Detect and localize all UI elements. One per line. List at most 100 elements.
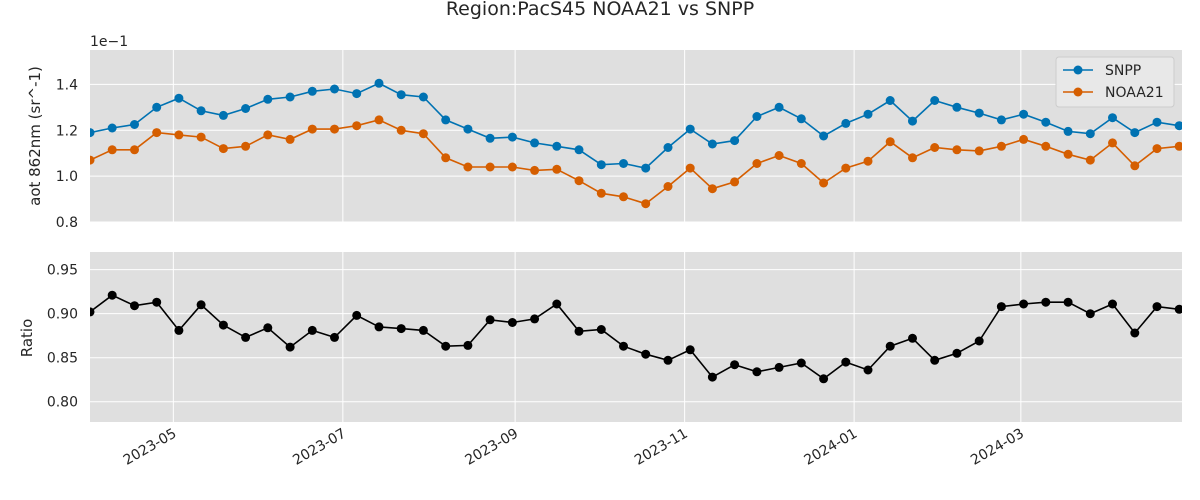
data-point [1152,302,1162,312]
data-point [1085,129,1095,139]
data-point [152,102,162,112]
data-point [396,90,406,100]
data-point [752,112,762,121]
data-point [374,115,384,125]
data-point [707,372,717,382]
data-point [1063,297,1073,307]
data-point [996,141,1006,151]
data-point [1041,141,1051,151]
data-point [574,145,584,155]
data-point [418,129,428,139]
top-plot-area [90,50,1182,222]
data-point [819,178,829,188]
data-point [263,130,273,140]
data-point [796,159,806,168]
data-point [552,164,562,174]
x-tick-label: 2023-07 [290,426,349,469]
y-tick-label: 0.95 [47,263,78,279]
data-point [707,139,717,149]
data-point [730,136,740,146]
chart-title: Region:PacS45 NOAA21 vs SNPP [446,0,754,20]
legend-label-noaa21: NOAA21 [1105,85,1164,101]
data-point [107,290,117,300]
data-point [752,159,762,168]
data-point [796,358,806,368]
data-point [107,123,117,133]
data-point [196,300,206,310]
legend-marker-noaa21 [1073,87,1083,97]
data-point [885,96,895,105]
data-point [285,92,295,102]
y-tick-label: 1.2 [56,123,78,139]
data-point [1174,121,1182,131]
data-point [974,108,984,118]
data-point [1108,299,1117,309]
data-point [685,124,695,134]
bottom-series [90,290,1182,384]
data-point [1085,309,1095,319]
data-point [908,333,917,343]
data-point [1174,141,1182,151]
data-point [974,336,984,346]
data-point [774,362,784,372]
data-point [574,176,584,186]
data-point [685,163,695,173]
data-point [441,115,451,125]
data-point [507,318,517,327]
data-point [463,162,473,172]
data-point [863,365,873,375]
data-point [863,156,873,166]
series-line-ratio [90,294,1180,380]
data-point [641,349,651,359]
top-y-ticks: 0.8 1.0 1.2 1.4 [56,77,78,231]
data-point [218,320,228,330]
data-point [641,163,651,173]
x-tick-label: 2023-11 [632,426,691,469]
data-point [307,86,317,96]
x-tick-label: 2023-09 [462,426,521,469]
x-ticks: 2023-05 2023-07 2023-09 2023-11 2024-01 2024-… [121,426,1027,469]
data-point [330,84,339,94]
data-point [507,162,517,172]
data-point [152,297,162,307]
data-point [885,341,895,351]
data-point [374,322,384,332]
data-point [352,310,362,320]
data-point [996,115,1006,125]
data-point [885,137,895,147]
data-point [619,192,628,202]
data-point [841,163,851,173]
data-point [841,357,851,367]
data-point [463,340,473,350]
x-tick-label: 2024-03 [968,426,1027,469]
data-point [507,132,517,142]
data-point [218,144,228,154]
y-tick-label: 1.0 [56,169,78,185]
data-point [241,332,251,342]
data-point [463,124,473,134]
data-point [263,323,273,333]
data-point [841,118,851,128]
data-point [974,146,984,156]
data-point [619,341,628,351]
data-point [952,102,962,112]
data-point [441,341,451,351]
data-point [1019,299,1029,309]
data-point [174,130,184,140]
data-point [996,302,1006,312]
data-point [107,145,117,155]
data-point [241,104,251,113]
top-y-offset-label: 1e−1 [90,34,128,50]
data-point [819,374,829,384]
legend-label-snpp: SNPP [1105,63,1141,79]
data-point [130,301,139,311]
data-point [1108,138,1117,148]
data-point [1063,149,1073,159]
data-point [619,159,628,168]
data-point [196,132,206,142]
data-point [952,145,962,155]
data-point [596,188,606,198]
data-point [1041,297,1051,307]
data-point [485,315,495,325]
data-point [1063,126,1073,136]
